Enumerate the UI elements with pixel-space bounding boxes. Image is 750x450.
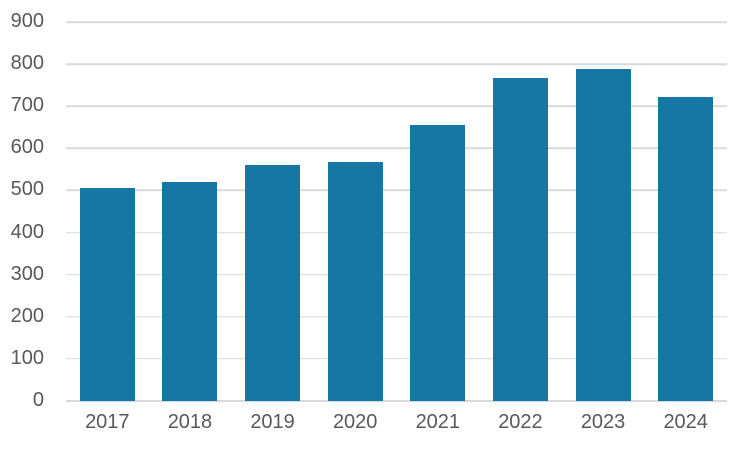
y-tick-label: 0 xyxy=(32,389,44,412)
bar-2018 xyxy=(162,182,218,401)
gridline-800 xyxy=(66,63,727,65)
bar-slot-2023 xyxy=(562,22,645,401)
bar-slot-2021 xyxy=(397,22,480,401)
y-axis-labels: 0 100 200 300 400 500 600 700 800 900 xyxy=(0,10,44,411)
x-tick-label-2020: 2020 xyxy=(332,411,378,433)
x-axis-labels: 2017 2018 2019 2020 2021 2022 2023 2024 xyxy=(66,411,727,434)
x-tick-label-2019: 2019 xyxy=(250,411,295,433)
gridline-600 xyxy=(66,147,727,150)
y-tick-label: 300 xyxy=(10,262,44,285)
y-tick-label: 700 xyxy=(10,94,44,117)
gridline-400 xyxy=(66,231,727,234)
gridline-100 xyxy=(66,358,727,360)
bar-2024 xyxy=(658,97,714,401)
bar-slot-2024 xyxy=(644,22,727,401)
bar-slot-2022 xyxy=(479,22,562,401)
x-tick-label-2023: 2023 xyxy=(580,411,626,433)
y-tick-label: 500 xyxy=(10,178,44,201)
bar-slot-2018 xyxy=(149,22,232,401)
y-tick-label: 100 xyxy=(10,346,44,369)
bar-2019 xyxy=(245,165,301,401)
y-tick-label: 800 xyxy=(10,52,44,75)
bar-2022 xyxy=(492,78,548,401)
y-tick-label: 200 xyxy=(10,304,44,327)
x-tick-label-2021: 2021 xyxy=(415,411,461,433)
x-tick-label-2022: 2022 xyxy=(498,411,543,433)
gridline-500 xyxy=(66,189,727,192)
y-tick-label: 900 xyxy=(10,10,44,33)
bar-2017 xyxy=(79,188,135,401)
gridline-200 xyxy=(66,316,727,318)
x-tick-label-2017: 2017 xyxy=(85,411,130,433)
plot-area-gridlines xyxy=(66,21,727,402)
bar-slot-2020 xyxy=(314,22,397,401)
bar-slot-2019 xyxy=(231,22,314,401)
gridline-300 xyxy=(66,273,727,276)
gridline-900 xyxy=(66,21,727,23)
plot-area-bars xyxy=(66,22,727,401)
gridline-700 xyxy=(66,105,727,107)
bar-2021 xyxy=(410,124,466,401)
gridline-0 xyxy=(66,400,727,402)
bar-2020 xyxy=(327,162,383,401)
y-tick-label: 400 xyxy=(10,220,44,243)
bar-2023 xyxy=(575,68,631,401)
x-tick-label-2018: 2018 xyxy=(167,411,213,433)
bar-slot-2017 xyxy=(66,22,149,401)
y-tick-label: 600 xyxy=(10,136,44,159)
x-tick-label-2024: 2024 xyxy=(663,411,708,433)
